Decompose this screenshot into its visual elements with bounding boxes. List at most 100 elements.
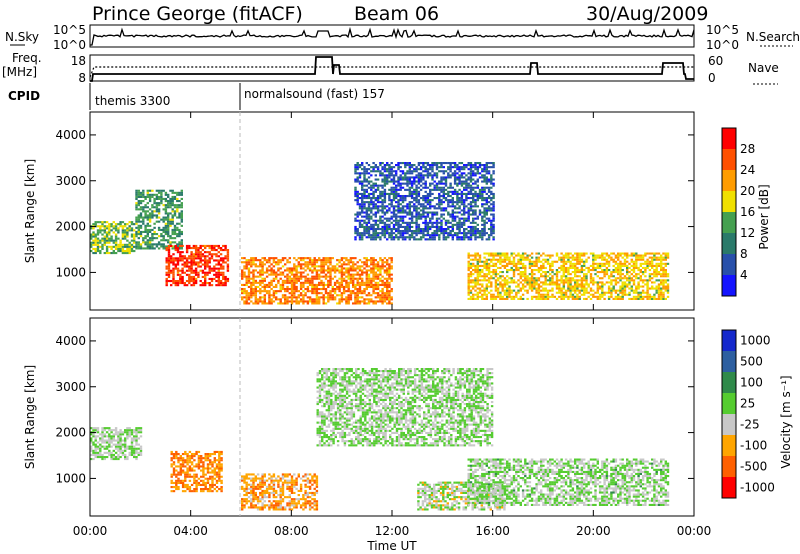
echo-cell bbox=[467, 207, 470, 210]
echo-cell bbox=[254, 281, 257, 284]
echo-cell bbox=[483, 178, 486, 181]
echo-cell bbox=[379, 290, 382, 293]
echo-cell bbox=[399, 230, 402, 233]
echo-cell bbox=[128, 245, 131, 248]
echo-cell bbox=[585, 297, 588, 300]
echo-cell bbox=[444, 230, 448, 233]
echo-cell bbox=[474, 258, 477, 261]
echo-cell bbox=[162, 243, 165, 246]
echo-cell bbox=[519, 258, 522, 261]
echo-cell bbox=[429, 236, 432, 239]
echo-cell bbox=[199, 251, 202, 254]
echo-cell bbox=[176, 208, 179, 211]
echo-cell bbox=[153, 210, 156, 213]
echo-cell bbox=[288, 277, 291, 280]
echo-cell bbox=[517, 273, 520, 276]
echo-cell bbox=[105, 431, 109, 434]
echo-cell bbox=[641, 262, 645, 265]
echo-cell bbox=[474, 180, 477, 183]
echo-cell bbox=[247, 298, 251, 301]
echo-cell bbox=[465, 217, 468, 220]
echo-cell bbox=[637, 283, 640, 286]
echo-cell bbox=[170, 269, 173, 272]
echo-cell bbox=[363, 178, 366, 181]
echo-cell bbox=[363, 195, 366, 198]
echo-cell bbox=[128, 221, 131, 224]
echo-cell bbox=[551, 269, 554, 272]
echo-cell bbox=[155, 243, 159, 246]
echo-cell bbox=[178, 212, 181, 215]
echo-cell bbox=[399, 178, 402, 181]
echo-cell bbox=[204, 244, 207, 247]
echo-cell bbox=[592, 295, 595, 298]
echo-cell bbox=[349, 277, 353, 280]
echo-cell bbox=[401, 205, 405, 208]
echo-cell bbox=[440, 223, 443, 226]
echo-cell bbox=[108, 225, 111, 228]
echo-cell bbox=[388, 300, 391, 303]
echo-cell bbox=[160, 243, 163, 246]
echo-cell bbox=[442, 217, 445, 220]
echo-cell bbox=[139, 206, 143, 209]
echo-cell bbox=[435, 223, 439, 226]
echo-cell bbox=[585, 289, 588, 292]
echo-cell bbox=[596, 264, 599, 267]
echo-cell bbox=[435, 228, 439, 231]
echo-cell bbox=[651, 252, 654, 255]
echo-cell bbox=[424, 174, 427, 177]
echo-cell bbox=[612, 275, 615, 278]
echo-cell bbox=[646, 289, 649, 292]
echo-cell bbox=[458, 223, 461, 226]
echo-cell bbox=[279, 273, 282, 276]
echo-cell bbox=[290, 271, 294, 274]
echo-cell bbox=[241, 261, 244, 264]
echo-cell bbox=[361, 192, 364, 195]
echo-cell bbox=[121, 237, 125, 240]
echo-cell bbox=[137, 228, 140, 231]
echo-cell bbox=[162, 245, 165, 248]
echo-cell bbox=[226, 253, 230, 256]
echo-cell bbox=[458, 207, 461, 210]
echo-cell bbox=[503, 297, 507, 300]
echo-cell bbox=[444, 207, 448, 210]
echo-cell bbox=[485, 297, 488, 300]
echo-cell bbox=[567, 271, 570, 274]
echo-cell bbox=[628, 254, 631, 257]
echo-cell bbox=[356, 302, 359, 305]
echo-cell bbox=[519, 271, 522, 274]
echo-cell bbox=[105, 235, 109, 238]
echo-cell bbox=[598, 293, 602, 296]
echo-cell bbox=[440, 221, 443, 224]
echo-cell bbox=[356, 190, 359, 193]
echo-cell bbox=[492, 297, 495, 300]
echo-cell bbox=[465, 219, 468, 222]
echo-cell bbox=[431, 164, 434, 167]
echo-cell bbox=[540, 285, 543, 288]
echo-cell bbox=[361, 211, 364, 214]
echo-cell bbox=[199, 261, 202, 264]
echo-cell bbox=[208, 265, 211, 268]
echo-cell bbox=[594, 262, 597, 265]
echo-cell bbox=[666, 262, 670, 265]
echo-cell bbox=[155, 220, 159, 223]
echo-cell bbox=[320, 261, 323, 264]
echo-cell bbox=[485, 266, 488, 269]
echo-cell bbox=[146, 195, 149, 198]
echo-cell bbox=[367, 209, 371, 212]
echo-cell bbox=[226, 280, 230, 283]
echo-cell bbox=[662, 293, 665, 296]
echo-cell bbox=[173, 237, 177, 240]
echo-cell bbox=[664, 258, 667, 261]
echo-cell bbox=[453, 166, 457, 169]
echo-cell bbox=[637, 254, 640, 257]
echo-cell bbox=[370, 184, 373, 187]
echo-cell bbox=[302, 271, 305, 274]
echo-cell bbox=[361, 265, 364, 268]
echo-cell bbox=[178, 214, 181, 217]
echo-cell bbox=[605, 269, 609, 272]
echo-cell bbox=[435, 197, 439, 200]
echo-cell bbox=[408, 168, 411, 171]
echo-cell bbox=[472, 199, 475, 202]
echo-cell bbox=[206, 259, 209, 262]
echo-cell bbox=[417, 172, 421, 175]
